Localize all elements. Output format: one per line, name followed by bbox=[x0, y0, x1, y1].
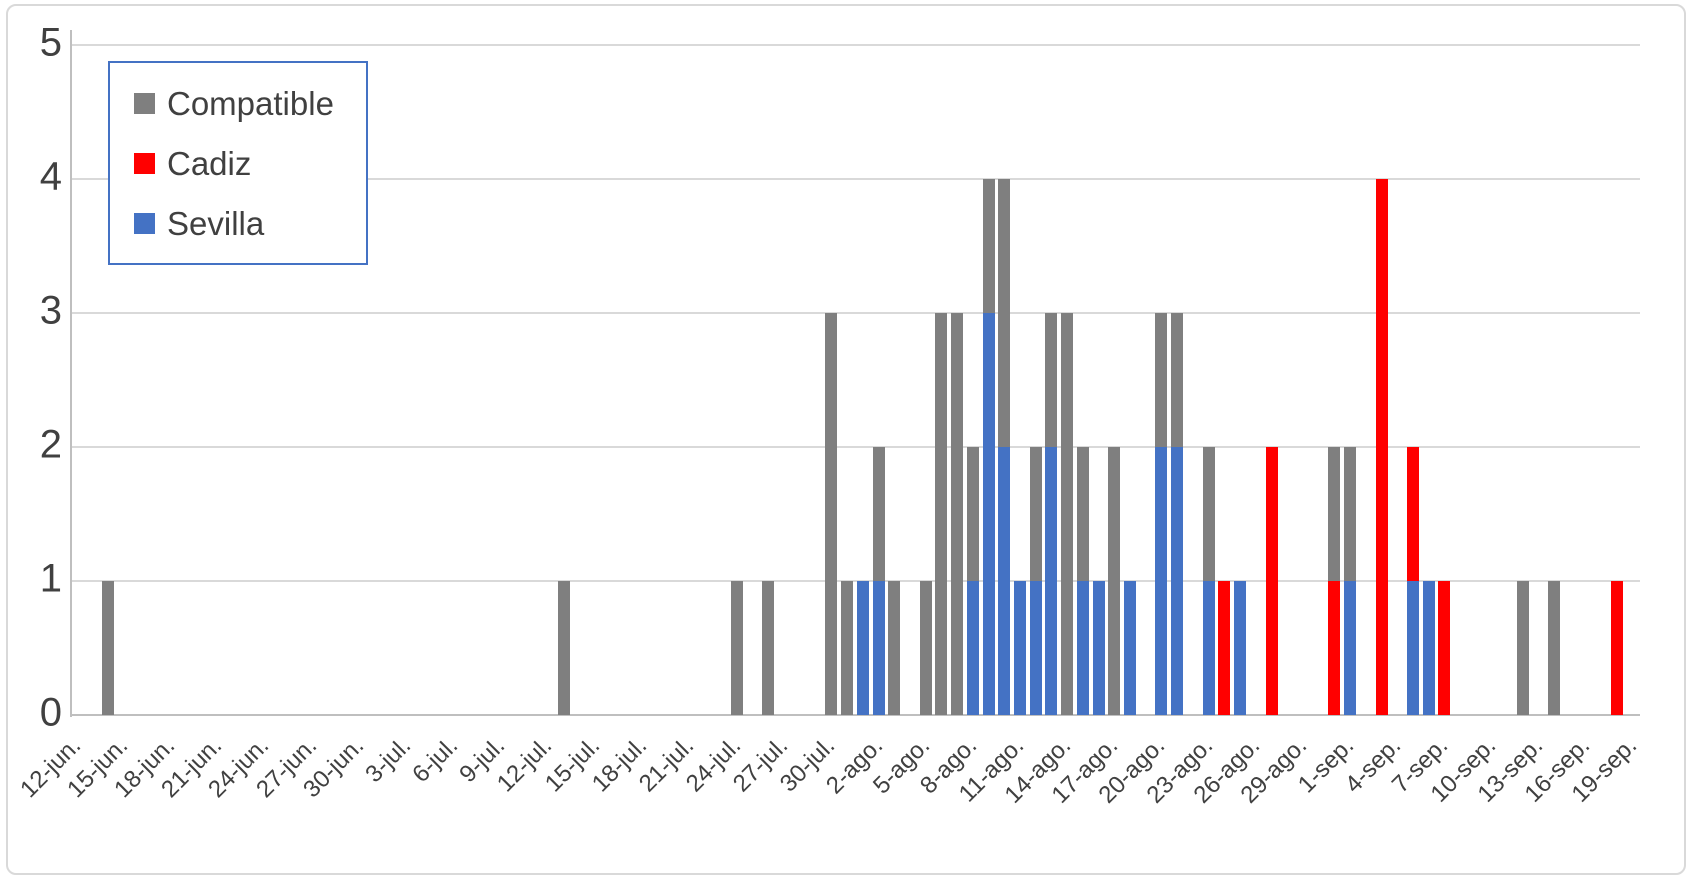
compatible-color-swatch-icon bbox=[134, 92, 155, 114]
compatible-bar-segment bbox=[888, 581, 901, 715]
legend-item-sevilla: Sevilla bbox=[134, 207, 366, 240]
compatible-bar-segment bbox=[951, 313, 964, 715]
legend-label-cadiz: Cadiz bbox=[167, 144, 252, 182]
gridline-y4 bbox=[71, 178, 1640, 180]
sevilla-bar-segment bbox=[1014, 581, 1026, 715]
x-axis-line bbox=[71, 714, 1640, 716]
sevilla-bar-segment bbox=[856, 581, 869, 715]
compatible-bar-segment bbox=[998, 179, 1011, 447]
cadiz-bar-segment bbox=[1611, 581, 1624, 715]
y-axis-tick-label: 2 bbox=[39, 422, 62, 467]
compatible-bar-segment bbox=[731, 581, 744, 715]
cadiz-bar-segment bbox=[1375, 179, 1388, 715]
y-axis-line bbox=[70, 30, 72, 717]
compatible-bar-segment bbox=[1171, 313, 1184, 447]
cadiz-bar-segment bbox=[1218, 581, 1231, 715]
compatible-bar-segment bbox=[1344, 447, 1357, 581]
legend-box: Compatible Cadiz Sevilla bbox=[108, 61, 368, 265]
compatible-bar-segment bbox=[1061, 313, 1074, 715]
sevilla-bar-segment bbox=[1155, 447, 1168, 715]
compatible-bar-segment bbox=[919, 581, 932, 715]
compatible-bar-segment bbox=[1202, 447, 1215, 581]
compatible-bar-segment bbox=[841, 581, 854, 715]
cadiz-bar-segment bbox=[1328, 581, 1341, 715]
sevilla-bar-segment bbox=[1171, 447, 1184, 715]
sevilla-bar-segment bbox=[1344, 581, 1357, 715]
sevilla-bar-segment bbox=[1076, 581, 1089, 715]
gridline-y2 bbox=[71, 446, 1640, 448]
compatible-bar-segment bbox=[872, 447, 885, 581]
y-axis-tick-label: 1 bbox=[39, 556, 62, 601]
legend-label-sevilla: Sevilla bbox=[167, 204, 265, 242]
sevilla-bar-segment bbox=[1234, 581, 1247, 715]
y-axis-tick-label: 0 bbox=[39, 690, 62, 735]
gridline-y1 bbox=[71, 580, 1640, 582]
compatible-bar-segment bbox=[102, 581, 115, 715]
compatible-bar-segment bbox=[825, 313, 838, 715]
sevilla-bar-segment bbox=[966, 581, 979, 715]
compatible-bar-segment bbox=[1155, 313, 1168, 447]
cadiz-bar-segment bbox=[1407, 447, 1419, 581]
legend-item-cadiz: Cadiz bbox=[134, 147, 366, 180]
y-axis-tick-label: 5 bbox=[39, 20, 62, 65]
gridline-y3 bbox=[71, 312, 1640, 314]
compatible-bar-segment bbox=[1548, 581, 1561, 715]
compatible-bar-segment bbox=[935, 313, 948, 715]
sevilla-bar-segment bbox=[1202, 581, 1215, 715]
sevilla-bar-segment bbox=[1045, 447, 1058, 715]
compatible-bar-segment bbox=[1517, 581, 1530, 715]
cadiz-bar-segment bbox=[1438, 581, 1451, 715]
sevilla-bar-segment bbox=[872, 581, 885, 715]
y-axis-tick-label: 4 bbox=[39, 154, 62, 199]
sevilla-bar-segment bbox=[1407, 581, 1419, 715]
sevilla-bar-segment bbox=[1092, 581, 1105, 715]
y-axis-tick-label: 3 bbox=[39, 288, 62, 333]
sevilla-color-swatch-icon bbox=[134, 212, 155, 234]
compatible-bar-segment bbox=[1045, 313, 1058, 447]
compatible-bar-segment bbox=[558, 581, 571, 715]
compatible-bar-segment bbox=[762, 581, 775, 715]
gridline-y5 bbox=[71, 44, 1640, 46]
chart-outer-border bbox=[6, 4, 1686, 875]
sevilla-bar-segment bbox=[1124, 581, 1137, 715]
sevilla-bar-segment bbox=[1422, 581, 1435, 715]
compatible-bar-segment bbox=[1328, 447, 1341, 581]
compatible-bar-segment bbox=[1076, 447, 1089, 581]
compatible-bar-segment bbox=[966, 447, 979, 581]
cadiz-bar-segment bbox=[1265, 447, 1278, 715]
cadiz-color-swatch-icon bbox=[134, 152, 155, 174]
compatible-bar-segment bbox=[982, 179, 995, 313]
compatible-bar-segment bbox=[1029, 447, 1042, 581]
compatible-bar-segment bbox=[1108, 447, 1121, 715]
sevilla-bar-segment bbox=[998, 447, 1011, 715]
sevilla-bar-segment bbox=[1029, 581, 1042, 715]
legend-item-compatible: Compatible bbox=[134, 87, 366, 120]
sevilla-bar-segment bbox=[982, 313, 995, 715]
legend-label-compatible: Compatible bbox=[167, 84, 334, 122]
